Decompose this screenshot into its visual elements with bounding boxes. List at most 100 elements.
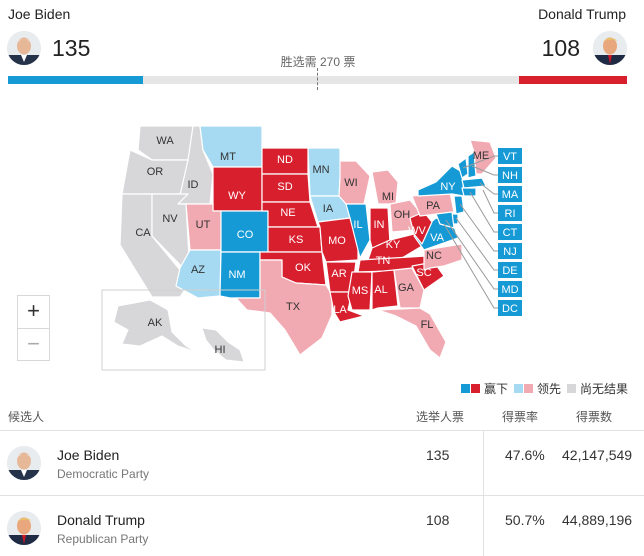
leader-line-dc <box>443 223 498 309</box>
state-label-ak: AK <box>148 317 163 329</box>
state-label-al: AL <box>374 284 387 296</box>
state-box-label-ct: CT <box>503 227 518 239</box>
state-label-wy: WY <box>228 190 246 202</box>
row-vote-share: 47.6% <box>505 447 545 463</box>
us-electoral-map[interactable]: VT NH MA RI CT NJ DE MD DC WA OR CA ID NV MT WY UT AZ CO N… <box>0 100 644 375</box>
zoom-in-button[interactable]: + <box>27 298 40 323</box>
state-MS[interactable] <box>347 271 373 311</box>
biden-row-avatar <box>7 446 41 480</box>
state-box-label-de: DE <box>502 265 517 277</box>
table-row[interactable]: Joe Biden Democratic Party 135 47.6% 42,… <box>0 431 644 495</box>
state-label-ny: NY <box>440 181 456 193</box>
state-AK[interactable] <box>113 299 197 353</box>
leader-line-ri <box>482 189 498 214</box>
state-MI[interactable] <box>371 169 399 205</box>
state-HI[interactable] <box>201 327 245 363</box>
state-box-nh[interactable] <box>498 167 522 183</box>
state-label-az: AZ <box>191 264 205 276</box>
leader-line-md <box>445 219 498 290</box>
state-box-label-nh: NH <box>502 170 518 182</box>
state-label-mn: MN <box>312 164 329 176</box>
state-ME[interactable] <box>469 139 497 175</box>
state-box-ri[interactable] <box>498 205 522 221</box>
state-label-pa: PA <box>426 200 441 212</box>
state-box-ct[interactable] <box>498 224 522 240</box>
state-label-wi: WI <box>344 177 357 189</box>
state-label-tx: TX <box>286 301 301 313</box>
state-label-wa: WA <box>156 135 174 147</box>
legend-dem-won-swatch <box>460 384 470 393</box>
state-WY[interactable] <box>212 166 263 212</box>
biden-electoral-votes: 135 <box>52 35 91 61</box>
legend-no-result-label: 尚无结果 <box>579 382 628 396</box>
legend-rep-won-swatch <box>470 384 480 393</box>
state-label-hi: HI <box>215 344 226 356</box>
header-popular-votes: 得票数 <box>576 410 613 424</box>
state-box-label-ri: RI <box>505 208 516 220</box>
trump-row-avatar <box>7 511 41 545</box>
state-label-nv: NV <box>162 213 178 225</box>
state-label-ar: AR <box>331 268 346 280</box>
legend-won: 赢下 <box>460 380 508 397</box>
state-label-sd: SD <box>277 181 292 193</box>
state-label-ks: KS <box>289 234 304 246</box>
state-GA[interactable] <box>393 267 425 309</box>
state-box-label-vt: VT <box>503 151 517 163</box>
state-CT-shape[interactable] <box>461 187 477 197</box>
state-MA-shape[interactable] <box>461 177 487 189</box>
state-label-mi: MI <box>382 191 394 203</box>
state-label-va: VA <box>430 232 445 244</box>
state-box-label-ma: MA <box>502 189 519 201</box>
leader-line-nh <box>471 165 498 176</box>
state-labels: WA OR CA ID NV MT WY UT AZ CO NM ND SD NE KS OK TX MN IA MO… <box>135 135 489 356</box>
state-label-il: IL <box>353 219 362 231</box>
legend-dem-lead-swatch <box>513 384 523 393</box>
row-party: Republican Party <box>57 532 149 546</box>
state-box-nj[interactable] <box>498 243 522 259</box>
state-label-nc: NC <box>426 250 442 262</box>
state-box-vt[interactable] <box>498 148 522 164</box>
table-divider <box>0 495 644 496</box>
state-label-wv: WV <box>408 225 426 237</box>
state-NJ-shape[interactable] <box>453 195 465 215</box>
legend-won-label: 赢下 <box>483 382 508 396</box>
state-label-la: LA <box>333 304 347 316</box>
state-label-ia: IA <box>323 203 334 215</box>
state-label-nm: NM <box>228 269 245 281</box>
row-electoral-votes: 108 <box>426 512 450 528</box>
zoom-out-button[interactable]: − <box>18 328 49 360</box>
row-candidate-name: Joe Biden <box>57 447 120 463</box>
state-box-de[interactable] <box>498 262 522 278</box>
state-TX[interactable] <box>235 259 333 356</box>
table-row[interactable]: Donald Trump Republican Party 108 50.7% … <box>0 496 644 556</box>
row-electoral-votes: 135 <box>426 447 450 463</box>
state-label-mo: MO <box>328 235 346 247</box>
biden-progress <box>8 76 143 84</box>
state-FL[interactable] <box>377 307 447 359</box>
alaska-hawaii-inset <box>101 289 266 371</box>
state-box-label-md: MD <box>501 284 518 296</box>
leader-line-ct <box>469 191 498 233</box>
state-label-ut: UT <box>196 219 211 231</box>
header-vote-share: 得票率 <box>502 410 539 424</box>
state-label-ok: OK <box>295 262 312 274</box>
state-IL[interactable] <box>345 203 371 259</box>
state-box-md[interactable] <box>498 281 522 297</box>
state-label-tn: TN <box>376 255 391 267</box>
state-label-nd: ND <box>277 154 293 166</box>
state-label-sc: SC <box>416 267 431 279</box>
state-box-dc[interactable] <box>498 300 522 316</box>
small-state-leader-lines <box>443 155 498 309</box>
legend-rep-lead-swatch <box>523 384 533 393</box>
state-NC[interactable] <box>423 243 463 271</box>
state-label-ky: KY <box>386 239 401 251</box>
state-box-label-nj: NJ <box>503 246 516 258</box>
state-AL[interactable] <box>371 269 399 311</box>
state-MD-shape[interactable] <box>435 211 455 229</box>
state-label-ca: CA <box>135 227 151 239</box>
state-label-me: ME <box>473 150 490 162</box>
state-box-label-dc: DC <box>502 303 518 315</box>
state-box-ma[interactable] <box>498 186 522 202</box>
state-label-in: IN <box>374 219 385 231</box>
state-label-oh: OH <box>394 209 411 221</box>
